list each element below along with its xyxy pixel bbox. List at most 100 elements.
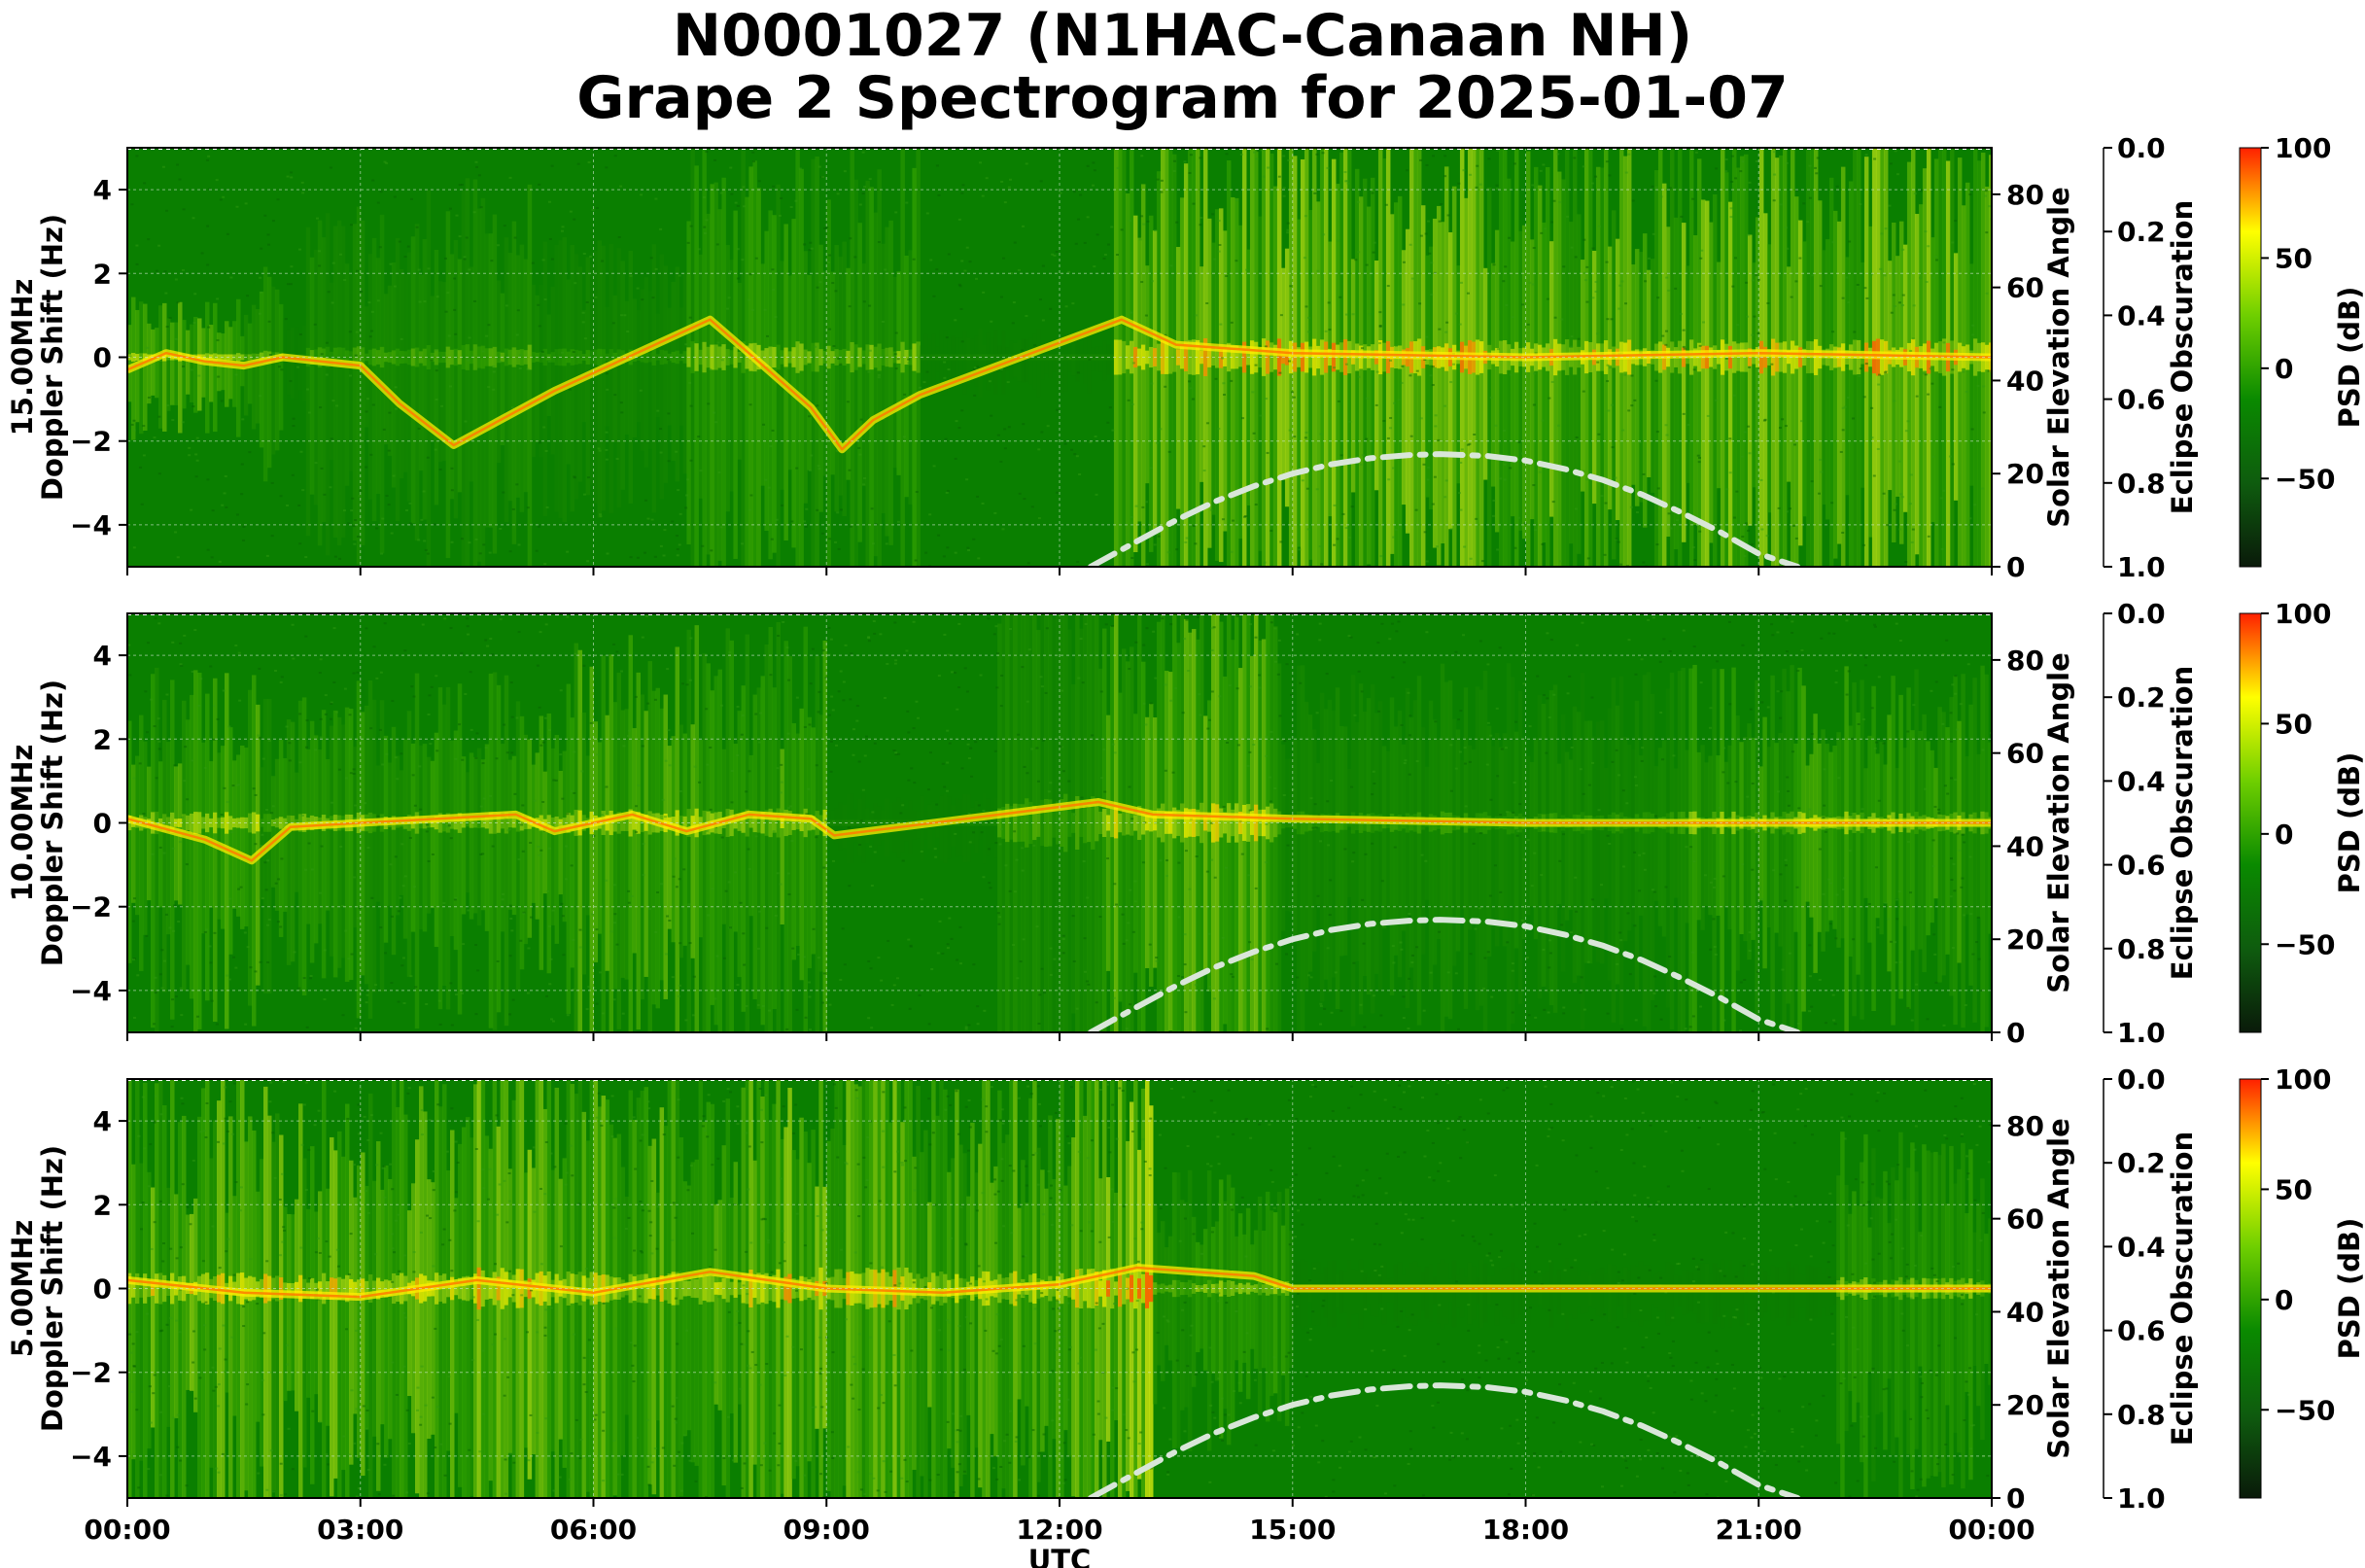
spectrogram-speckle: [490, 260, 494, 262]
spectrogram-streak: [1696, 751, 1701, 921]
spectrogram-speckle: [1175, 548, 1179, 551]
spectrogram-speckle: [520, 823, 524, 826]
spectrogram-speckle: [1512, 811, 1515, 814]
spectrogram-speckle: [1176, 974, 1180, 977]
spectrogram-speckle: [1793, 443, 1797, 446]
spectrogram-speckle: [508, 176, 512, 179]
spectrogram-band-cell: [1063, 354, 1068, 361]
spectrogram-speckle: [1583, 279, 1587, 282]
spectrogram-speckle: [999, 460, 1003, 463]
spectrogram-speckle: [222, 689, 226, 692]
spectrogram-streak: [306, 1208, 311, 1398]
spectrogram-streak: [391, 726, 397, 956]
spectrogram-streak: [1140, 184, 1146, 567]
spectrogram-speckle: [689, 404, 693, 407]
spectrogram-speckle: [1313, 803, 1317, 806]
spectrogram-streak: [1941, 712, 1946, 976]
spectrogram-band-cell: [1102, 354, 1107, 361]
spectrogram-speckle: [697, 248, 701, 251]
spectrogram-streak: [1335, 687, 1340, 1009]
spectrogram-speckle: [812, 927, 816, 930]
spectrogram-speckle: [153, 725, 157, 728]
spectrogram-streak: [329, 725, 334, 957]
spectrogram-speckle: [954, 457, 957, 460]
spectrogram-speckle: [1884, 901, 1888, 904]
spectrogram-speckle: [1120, 228, 1124, 231]
spectrogram-speckle: [1924, 230, 1928, 233]
spectrogram-streak: [1681, 667, 1686, 1032]
spectrogram-speckle: [1904, 561, 1908, 564]
spectrogram-speckle: [944, 437, 948, 440]
spectrogram-speckle: [1231, 975, 1235, 978]
spectrogram-speckle: [1339, 1009, 1343, 1012]
spectrogram-streak: [1918, 730, 1923, 950]
spectrogram-speckle: [1505, 304, 1509, 307]
spectrogram-speckle: [298, 713, 302, 715]
spectrogram-speckle: [559, 689, 563, 692]
spectrogram-speckle: [1493, 864, 1497, 867]
spectrogram-streak: [1083, 337, 1088, 385]
spectrogram-speckle: [1027, 648, 1031, 651]
spectrogram-speckle: [1765, 535, 1769, 538]
spectrogram-speckle: [689, 225, 693, 227]
spectrogram-speckle: [1486, 663, 1490, 666]
spectrogram-speckle: [713, 997, 717, 1000]
spectrogram-speckle: [1548, 397, 1551, 400]
spectrogram-speckle: [1017, 733, 1021, 736]
spectrogram-streak: [205, 693, 210, 1001]
spectrogram-speckle: [174, 278, 178, 281]
spectrogram-speckle: [368, 335, 372, 338]
spectrogram-streak: [294, 327, 299, 400]
spectrogram-speckle: [318, 250, 322, 253]
spectrogram-speckle: [965, 478, 969, 481]
spectrogram-streak: [511, 221, 517, 544]
spectrogram-speckle: [1773, 151, 1777, 154]
spectrogram-speckle: [672, 875, 676, 878]
spectrogram-band-cell: [1755, 347, 1760, 367]
spectrogram-streak: [1257, 640, 1263, 1032]
spectrogram-speckle: [1661, 334, 1665, 337]
spectrogram-speckle: [1739, 981, 1743, 984]
spectrogram-speckle: [1786, 776, 1790, 779]
spectrogram-speckle: [1851, 737, 1855, 740]
spectrogram-speckle: [943, 361, 947, 364]
spectrogram-speckle: [517, 631, 521, 634]
spectrogram-streak: [807, 716, 813, 969]
spectrogram-speckle: [410, 685, 414, 688]
spectrogram-speckle: [365, 993, 369, 996]
spectrogram-speckle: [1481, 987, 1485, 990]
spectrogram-speckle: [539, 734, 542, 737]
spectrogram-speckle: [798, 167, 802, 170]
spectrogram-speckle: [1286, 844, 1290, 847]
spectrogram-speckle: [400, 843, 404, 846]
spectrogram-speckle: [1758, 656, 1762, 659]
spectrogram-streak: [395, 237, 400, 522]
spectrogram-speckle: [1878, 373, 1882, 376]
spectrogram-speckle: [297, 987, 301, 990]
spectrogram-band-cell: [982, 354, 987, 361]
spectrogram-band-cell: [1087, 354, 1092, 361]
spectrogram-speckle: [338, 253, 342, 256]
spectrogram-streak: [1455, 265, 1461, 484]
spectrogram-streak: [1560, 714, 1566, 972]
spectrogram-speckle: [376, 299, 380, 302]
spectrogram-streak: [566, 279, 572, 465]
spectrogram-speckle: [1725, 488, 1729, 491]
spectrogram-speckle: [1748, 950, 1752, 953]
spectrogram-speckle: [1449, 528, 1453, 531]
spectrogram-speckle: [848, 885, 852, 888]
spectrogram-speckle: [1264, 345, 1268, 348]
spectrogram-speckle: [705, 708, 709, 711]
spectrogram-speckle: [1085, 980, 1089, 983]
spectrogram-speckle: [1080, 796, 1084, 799]
spectrogram-speckle: [274, 882, 278, 885]
eclipse-tick-label: 0.2: [2117, 216, 2166, 248]
spectrogram-band-cell: [1167, 340, 1173, 374]
spectrogram-speckle: [1857, 722, 1861, 725]
spectrogram-band-cell: [1056, 801, 1061, 845]
spectrogram-speckle: [444, 825, 448, 828]
spectrogram-speckle: [1478, 832, 1482, 835]
spectrogram-speckle: [1772, 199, 1776, 202]
spectrogram-band-cell: [1237, 811, 1243, 835]
spectrogram-streak: [857, 223, 862, 542]
